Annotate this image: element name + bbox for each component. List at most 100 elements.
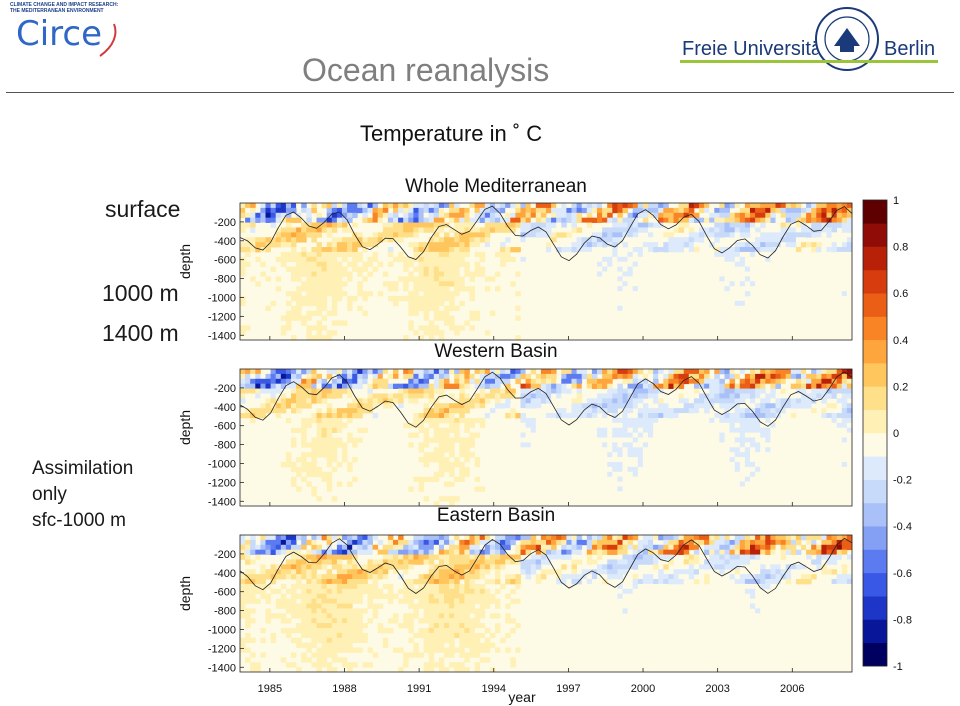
heatmap-cell [709, 237, 715, 243]
heatmap-cell [336, 598, 343, 604]
heatmap-cell [347, 544, 353, 551]
heatmap-cell [785, 256, 792, 263]
heatmap-cell [739, 286, 746, 292]
heatmap-cell [311, 393, 317, 399]
heatmap-cell [301, 300, 307, 307]
heatmap-cell [704, 422, 710, 429]
heatmap-cell [433, 276, 440, 282]
heatmap-cell [525, 305, 532, 312]
heatmap-cell [433, 237, 440, 243]
heatmap-cell [352, 579, 358, 585]
heatmap-cell [586, 212, 593, 219]
heatmap-cell [846, 501, 853, 507]
heatmap-cell [505, 413, 511, 419]
heatmap-cell [321, 442, 328, 448]
heatmap-cell [714, 286, 720, 292]
heatmap-cell [265, 618, 271, 624]
heatmap-cell [280, 564, 287, 570]
heatmap-cell [326, 627, 333, 634]
heatmap-cell [377, 593, 384, 599]
circe-wordmark: Circe [16, 14, 103, 54]
heatmap-cell [352, 266, 358, 272]
heatmap-cell [418, 447, 424, 453]
heatmap-cell [250, 413, 256, 419]
heatmap-cell [765, 310, 771, 316]
heatmap-cell [597, 295, 603, 302]
heatmap-cell [775, 442, 781, 448]
heatmap-cell [704, 227, 710, 233]
heatmap-cell [413, 642, 419, 648]
heatmap-cell [642, 203, 649, 209]
heatmap-cell [831, 295, 838, 302]
heatmap-cell [683, 481, 690, 487]
heatmap-cell [280, 217, 287, 223]
heatmap-cell [668, 369, 674, 375]
heatmap-cell [683, 393, 690, 399]
heatmap-cell [826, 232, 832, 238]
heatmap-cell [704, 398, 710, 404]
heatmap-cell [597, 227, 603, 233]
heatmap-cell [331, 559, 338, 565]
heatmap-cell [755, 422, 761, 429]
heatmap-cell [806, 310, 812, 316]
heatmap-cell [301, 613, 307, 619]
heatmap-cell [520, 237, 526, 243]
heatmap-cell [296, 393, 302, 399]
heatmap-cell [428, 373, 435, 380]
heatmap-cell [714, 276, 720, 282]
heatmap-cell [403, 261, 409, 267]
heatmap-cell [648, 496, 654, 502]
heatmap-cell [285, 569, 292, 575]
y-tick-label: -800 [214, 274, 236, 286]
heatmap-cell [775, 207, 781, 214]
heatmap-cell [433, 662, 440, 668]
heatmap-cell [291, 383, 297, 389]
heatmap-cell [811, 217, 817, 223]
heatmap-cell [301, 320, 307, 326]
heatmap-cell [617, 227, 623, 233]
heatmap-cell [642, 373, 649, 380]
heatmap-cell [469, 315, 475, 321]
heatmap-cell [576, 237, 583, 243]
heatmap-cell [780, 203, 787, 209]
heatmap-cell [607, 466, 613, 473]
heatmap-cell [632, 232, 639, 238]
heatmap-cell [821, 442, 827, 448]
heatmap-cell [826, 388, 832, 394]
heatmap-cell [428, 300, 435, 307]
heatmap-cell [678, 461, 685, 468]
heatmap-cell [566, 388, 572, 394]
heatmap-cell [719, 335, 725, 341]
y-tick-label: -800 [214, 440, 236, 452]
heatmap-cell [525, 217, 532, 223]
heatmap-cell [841, 413, 848, 419]
heatmap-cell [454, 217, 460, 223]
heatmap-cell [423, 642, 430, 648]
heatmap-cell [714, 232, 720, 238]
heatmap-cell [326, 242, 333, 248]
heatmap-cell [326, 544, 333, 551]
heatmap-cell [372, 652, 379, 658]
heatmap-cell [418, 378, 424, 385]
heatmap-cell [744, 476, 751, 482]
heatmap-cell [255, 549, 261, 555]
heatmap-cell [316, 613, 322, 619]
heatmap-cell [250, 207, 256, 214]
heatmap-cell [622, 310, 628, 316]
heatmap-cell [347, 642, 353, 648]
chart-title: Temperature in ˚ C [360, 121, 543, 146]
heatmap-cell [495, 398, 501, 404]
heatmap-cell [714, 373, 720, 380]
heatmap-cell [561, 383, 567, 389]
heatmap-cell [403, 207, 409, 214]
heatmap-cell [841, 476, 848, 482]
heatmap-cell [663, 207, 669, 214]
heatmap-cell [571, 373, 577, 380]
heatmap-cell [622, 398, 628, 404]
heatmap-cell [790, 295, 797, 302]
heatmap-cell [530, 398, 537, 404]
heatmap-cells [240, 203, 853, 341]
heatmap-cell [586, 388, 593, 394]
heatmap-cell [296, 212, 302, 219]
heatmap-cell [372, 378, 379, 385]
